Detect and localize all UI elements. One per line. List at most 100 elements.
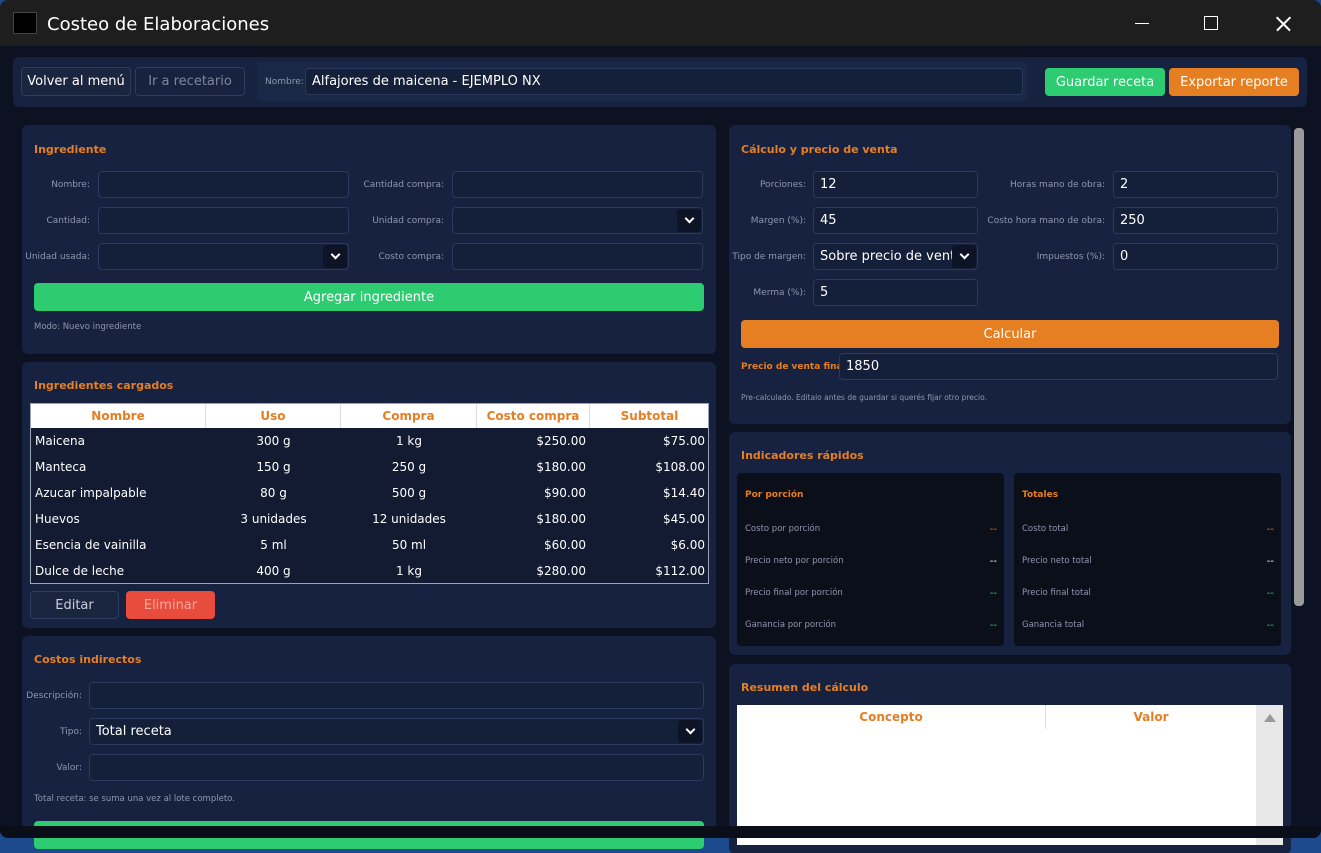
maximize-button[interactable] — [1204, 16, 1218, 30]
indicator-label: Precio neto total — [1022, 556, 1092, 566]
table-cell[interactable]: Azucar impalpable — [35, 486, 147, 500]
indicator-label: Ganancia por porción — [745, 620, 837, 630]
field-label: Cantidad compra: — [363, 179, 444, 190]
field-label: Costo compra: — [378, 251, 444, 262]
dropdown[interactable] — [98, 243, 349, 270]
save-button[interactable]: Guardar receta — [1045, 68, 1165, 96]
text-input[interactable] — [98, 207, 349, 234]
table-cell: 1 kg — [395, 564, 422, 578]
indicator-value: -- — [989, 587, 997, 599]
dropdown-arrow[interactable] — [323, 245, 347, 268]
table-cell[interactable]: Esencia de vainilla — [35, 538, 147, 552]
table — [30, 403, 709, 584]
text-input[interactable]: 45 — [813, 207, 978, 234]
minimize-button[interactable] — [1135, 23, 1149, 24]
table-cell: $280.00 — [536, 564, 586, 578]
text-input[interactable]: 250 — [1113, 207, 1278, 234]
edit-button[interactable]: Editar — [30, 591, 119, 619]
dropdown-arrow[interactable] — [952, 245, 976, 268]
panel-title: Resumen del cálculo — [741, 680, 869, 694]
table-scrollbar[interactable] — [1256, 705, 1283, 845]
table-cell: 250 g — [391, 460, 427, 474]
column-header[interactable]: Valor — [1133, 710, 1169, 724]
field-label: Tipo de margen: — [732, 251, 806, 262]
dropdown[interactable]: Total receta — [89, 718, 704, 745]
text-input[interactable] — [89, 682, 704, 709]
window-title: Costeo de Elaboraciones — [47, 13, 270, 35]
dropdown[interactable]: Sobre precio de venta — [813, 243, 978, 270]
name-label: Nombre: — [265, 76, 304, 87]
text-input[interactable] — [452, 243, 703, 270]
table-cell: $180.00 — [536, 512, 586, 526]
table-cell: $45.00 — [663, 512, 705, 526]
text-input[interactable]: 5 — [813, 279, 978, 306]
indicator-group-title: Por porción — [745, 490, 804, 500]
panel-title: Cálculo y precio de venta — [741, 142, 898, 156]
table-cell: 3 unidades — [240, 512, 307, 526]
table-cell: 80 g — [260, 486, 287, 500]
table-cell: $112.00 — [655, 564, 705, 578]
window-bottom-border — [0, 826, 1321, 838]
panel-title: Costos indirectos — [34, 652, 142, 666]
field-label: Costo hora mano de obra: — [987, 215, 1105, 226]
panel-title: Ingredientes cargados — [34, 378, 174, 392]
column-header[interactable]: Uso — [206, 404, 341, 428]
app-icon — [13, 12, 37, 34]
delete-button[interactable]: Eliminar — [126, 591, 215, 619]
calculate-button[interactable]: Calcular — [741, 320, 1279, 348]
text-input[interactable] — [452, 171, 703, 198]
table-cell: $6.00 — [670, 538, 705, 552]
field-label: Impuestos (%): — [1036, 251, 1105, 262]
field-label: Descripción: — [26, 690, 82, 701]
dropdown-arrow[interactable] — [678, 720, 702, 743]
table-cell: 300 g — [256, 434, 291, 448]
table-cell: $75.00 — [663, 434, 705, 448]
final-price-input[interactable]: 1850 — [839, 353, 1278, 380]
field-label: Margen (%): — [750, 215, 806, 226]
field-label: Unidad usada: — [25, 251, 90, 262]
text-input[interactable] — [98, 171, 349, 198]
name-input[interactable]: Alfajores de maicena - EJEMPLO NX — [305, 68, 1023, 95]
indicator-label: Ganancia total — [1022, 620, 1085, 630]
table-cell[interactable]: Dulce de leche — [35, 564, 125, 578]
table-cell: 5 ml — [260, 538, 287, 552]
text-input[interactable]: 2 — [1113, 171, 1278, 198]
indicator-label: Precio neto por porción — [745, 556, 844, 566]
indicator-value: -- — [989, 619, 997, 631]
recipes-button[interactable]: Ir a recetario — [135, 67, 245, 96]
field-label: Valor: — [56, 762, 82, 773]
dropdown[interactable] — [452, 207, 703, 234]
indicator-label: Precio final total — [1022, 588, 1091, 598]
column-header[interactable]: Nombre — [31, 404, 206, 428]
back-button[interactable]: Volver al menú — [21, 67, 131, 96]
indicator-group-title: Totales — [1022, 490, 1059, 500]
scrollbar[interactable] — [1294, 128, 1304, 606]
indicator-box — [737, 473, 1004, 646]
summary-table — [737, 705, 1283, 845]
table-cell[interactable]: Manteca — [35, 460, 87, 474]
text-input[interactable] — [89, 754, 704, 781]
column-header[interactable]: Subtotal — [620, 409, 679, 423]
indicator-value: -- — [1266, 587, 1274, 599]
field-label: Merma (%): — [753, 287, 806, 298]
text-input[interactable]: 12 — [813, 171, 978, 198]
table-cell[interactable]: Huevos — [35, 512, 80, 526]
table-cell: 1 kg — [395, 434, 422, 448]
column-header[interactable]: Costo compra — [477, 404, 590, 428]
chevron — [330, 249, 340, 260]
export-button[interactable]: Exportar reporte — [1169, 68, 1299, 96]
panel-title: Indicadores rápidos — [741, 448, 864, 462]
text-input[interactable]: 0 — [1113, 243, 1278, 270]
column-header[interactable]: Compra — [341, 404, 477, 428]
chevron — [684, 213, 694, 224]
table-cell: $14.40 — [663, 486, 705, 500]
scroll-up-arrow[interactable] — [1264, 714, 1276, 722]
table-cell[interactable]: Maicena — [35, 434, 85, 448]
field-label: Porciones: — [759, 179, 806, 190]
add-button[interactable]: Agregar ingrediente — [34, 283, 704, 311]
indicator-label: Costo total — [1022, 524, 1069, 534]
note-text: Total receta: se suma una vez al lote co… — [34, 794, 235, 804]
column-header[interactable]: Concepto — [737, 705, 1046, 729]
dropdown-arrow[interactable] — [677, 209, 701, 232]
